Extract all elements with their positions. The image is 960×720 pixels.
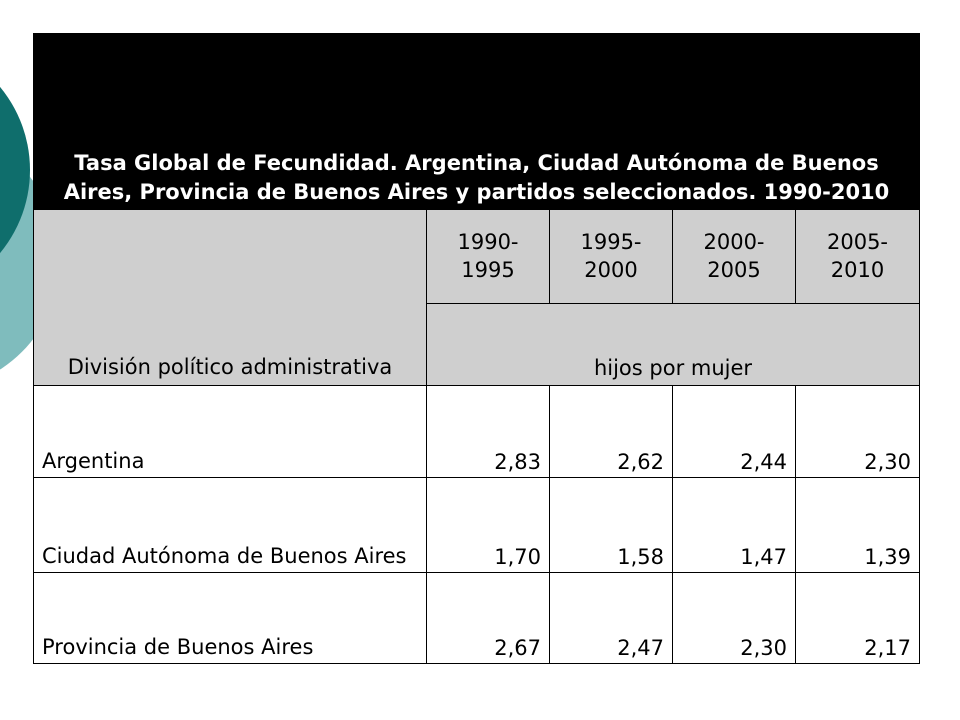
period-header: 2005- 2010 xyxy=(794,209,921,304)
row-label: Ciudad Autónoma de Buenos Aires xyxy=(33,477,427,573)
value-cell: 1,39 xyxy=(794,477,921,573)
table-row: Ciudad Autónoma de Buenos Aires 1,70 1,5… xyxy=(33,477,921,573)
period-header: 1995- 2000 xyxy=(549,209,673,304)
value-cell: 2,67 xyxy=(426,572,550,664)
title-row: Tasa Global de Fecundidad. Argentina, Ci… xyxy=(32,33,921,210)
value-cell: 2,17 xyxy=(794,572,921,664)
value-cell: 2,30 xyxy=(672,572,796,664)
period-header: 1990- 1995 xyxy=(426,209,550,304)
dark-teal-circle xyxy=(0,86,30,254)
value-cell: 1,70 xyxy=(426,477,550,573)
value-cell: 2,44 xyxy=(672,385,796,478)
value-cell: 2,83 xyxy=(426,385,550,478)
value-cell: 1,47 xyxy=(672,477,796,573)
period-header-row: División político administrativa 1990- 1… xyxy=(33,209,921,386)
row-label: Argentina xyxy=(33,385,427,478)
fertility-rate-table: Tasa Global de Fecundidad. Argentina, Ci… xyxy=(32,33,921,664)
unit-header-row: hijos por mujer xyxy=(34,303,921,386)
decorative-circles xyxy=(0,86,40,370)
table-row: Argentina 2,83 2,62 2,44 2,30 xyxy=(33,385,921,478)
table-row: Provincia de Buenos Aires 2,67 2,47 2,30… xyxy=(33,572,921,664)
value-cell: 1,58 xyxy=(549,477,673,573)
value-cell: 2,62 xyxy=(549,385,673,478)
unit-header: hijos por mujer xyxy=(425,303,921,386)
value-cell: 2,47 xyxy=(549,572,673,664)
value-cell: 2,30 xyxy=(794,385,921,478)
division-header: División político administrativa xyxy=(33,209,427,386)
table-title: Tasa Global de Fecundidad. Argentina, Ci… xyxy=(32,33,921,210)
period-header: 2000- 2005 xyxy=(672,209,796,304)
row-label: Provincia de Buenos Aires xyxy=(33,572,427,664)
